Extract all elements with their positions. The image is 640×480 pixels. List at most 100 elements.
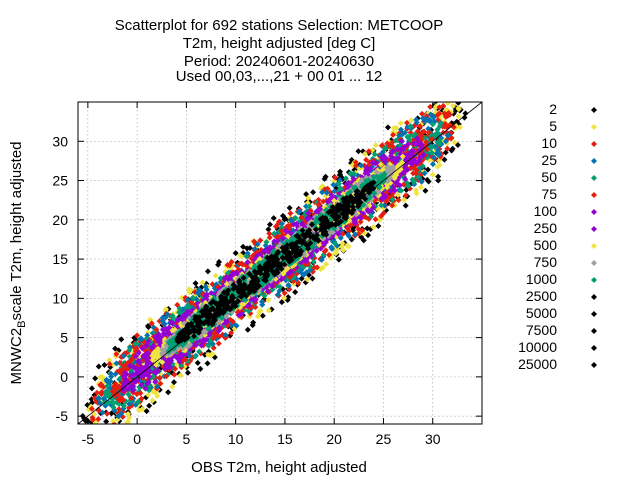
density-point: [104, 378, 111, 385]
density-point: [204, 360, 211, 367]
density-point: [244, 245, 251, 252]
density-point: [184, 369, 191, 376]
density-point: [435, 173, 442, 180]
density-point: [107, 435, 113, 441]
density-point: [438, 88, 444, 94]
density-point: [228, 329, 235, 336]
density-point: [430, 154, 437, 161]
density-point: [444, 102, 451, 106]
density-point: [192, 280, 199, 287]
density-point: [361, 151, 368, 158]
title-line-2: T2m, height adjusted [deg C]: [183, 35, 376, 52]
density-point: [424, 176, 431, 183]
density-point: [88, 385, 95, 392]
density-point: [335, 256, 342, 263]
density-point: [393, 125, 400, 132]
density-point: [417, 184, 424, 191]
density-point: [332, 174, 339, 181]
density-point: [106, 426, 112, 432]
density-point: [97, 400, 104, 407]
density-point: [287, 217, 294, 224]
density-point: [427, 103, 434, 110]
density-point: [108, 373, 115, 380]
density-point: [215, 340, 222, 347]
density-point: [337, 235, 344, 242]
density-point: [143, 408, 150, 415]
density-point: [251, 245, 258, 252]
density-point: [444, 145, 451, 152]
density-point: [319, 189, 326, 196]
density-point: [197, 365, 204, 372]
density-point: [99, 373, 106, 380]
density-point: [337, 171, 344, 178]
density-point: [212, 272, 219, 279]
title-line-3: Period: 20240601-20240630: [184, 53, 374, 70]
density-point: [115, 413, 122, 420]
density-point: [99, 409, 106, 416]
density-point: [303, 203, 310, 210]
density-point: [108, 423, 109, 424]
density-point: [179, 294, 186, 301]
density-point: [287, 210, 294, 217]
density-point: [407, 123, 414, 130]
density-point: [352, 162, 359, 169]
density-point: [323, 261, 330, 268]
density-point: [266, 221, 273, 228]
density-point: [286, 204, 293, 211]
density-point: [228, 258, 235, 265]
density-point: [310, 258, 317, 265]
density-point: [429, 161, 436, 168]
density-point: [277, 283, 284, 290]
density-point: [165, 389, 172, 396]
density-point: [398, 187, 405, 194]
density-point: [378, 202, 385, 209]
density-point: [397, 120, 404, 127]
density-point: [365, 148, 372, 155]
density-point: [375, 223, 382, 230]
density-point: [103, 423, 105, 424]
density-point: [89, 416, 96, 423]
density-point: [285, 281, 292, 288]
density-point: [440, 102, 447, 109]
density-point: [95, 394, 102, 401]
density-point: [422, 187, 429, 194]
density-point: [251, 238, 258, 245]
density-points: [79, 88, 469, 441]
density-point: [339, 240, 346, 247]
density-point: [203, 286, 210, 293]
density-point: [435, 177, 442, 184]
chart-title: Scatterplot for 692 stations Selection: …: [115, 17, 443, 85]
density-point: [88, 405, 95, 412]
density-point: [331, 188, 338, 195]
density-point: [448, 147, 455, 154]
density-point: [265, 297, 272, 304]
density-point: [442, 138, 449, 145]
density-point: [450, 103, 457, 110]
density-point: [118, 336, 125, 343]
density-point: [209, 351, 216, 358]
density-point: [309, 275, 316, 282]
title-line-1: Scatterplot for 692 stations Selection: …: [115, 17, 443, 34]
density-point: [192, 353, 199, 360]
density-point: [104, 410, 111, 417]
density-point: [402, 202, 409, 209]
density-point: [171, 371, 178, 378]
density-point: [270, 215, 277, 222]
density-point: [326, 251, 333, 258]
density-point: [446, 111, 453, 118]
density-point: [422, 95, 428, 101]
density-point: [265, 307, 272, 314]
density-point: [92, 375, 99, 382]
density-point: [304, 276, 311, 283]
density-point: [125, 410, 132, 417]
density-point: [265, 226, 272, 233]
density-point: [397, 126, 404, 133]
density-point: [305, 194, 312, 201]
density-point: [263, 239, 270, 246]
density-point: [455, 105, 462, 112]
density-point: [429, 171, 436, 178]
density-point: [169, 383, 176, 390]
density-point: [272, 223, 279, 230]
density-point: [113, 351, 120, 358]
density-point: [370, 224, 377, 231]
